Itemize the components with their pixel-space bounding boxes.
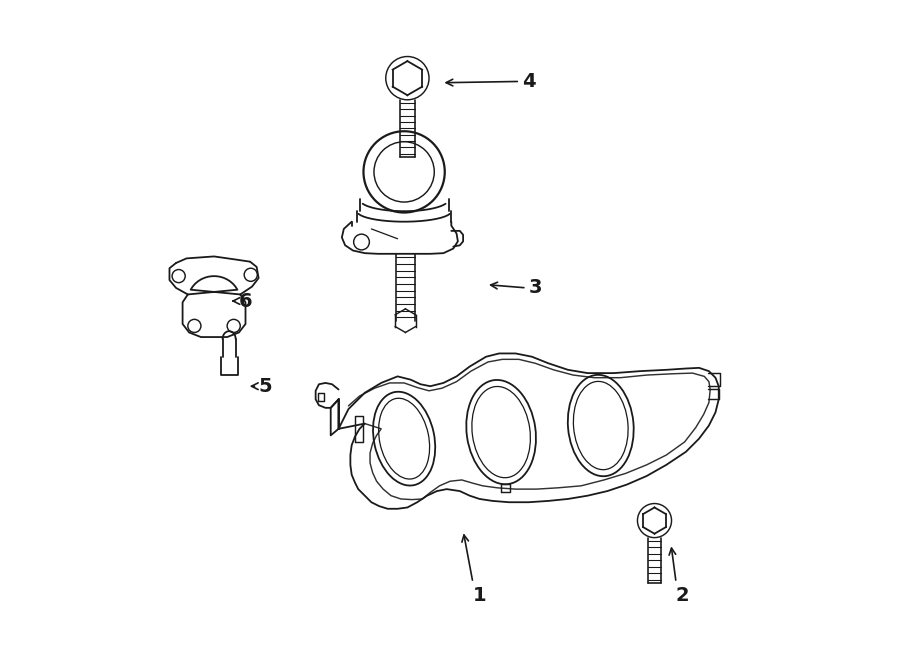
Text: 6: 6 xyxy=(238,292,252,311)
Text: 3: 3 xyxy=(528,278,542,297)
Text: 5: 5 xyxy=(258,377,272,396)
Text: 1: 1 xyxy=(472,586,486,605)
Text: 2: 2 xyxy=(676,586,689,605)
Text: 4: 4 xyxy=(522,72,536,91)
